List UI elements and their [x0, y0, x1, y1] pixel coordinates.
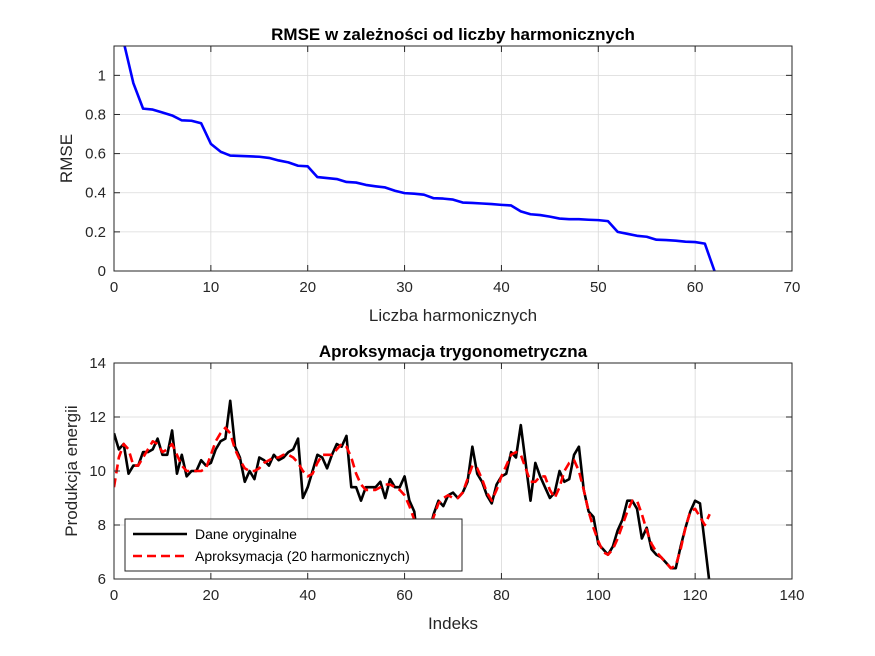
y-tick-label: 0.4 [85, 185, 106, 202]
x-tick-label: 60 [396, 587, 413, 604]
series-group [123, 46, 716, 271]
legend-label-1: Aproksymacja (20 harmonicznych) [195, 548, 410, 564]
x-tick-label: 140 [779, 587, 804, 604]
x-tick-label: 60 [687, 279, 704, 296]
y-tick-label: 0.6 [85, 146, 106, 163]
rmse-chart: 0 10 20 30 40 50 60 70 0 0.2 0.4 0.6 0.8 1 RMSE w zale… [57, 25, 800, 325]
x-tick-label: 20 [299, 279, 316, 296]
y-tick-label: 8 [98, 517, 106, 534]
y-tick-label: 0.2 [85, 224, 106, 241]
y-axis-label: RMSE [57, 134, 76, 183]
approximation-chart: 0 20 40 60 80 100 120 140 6 8 10 12 14 Aproksymacja t… [62, 342, 805, 633]
legend-label-0: Dane oryginalne [195, 526, 297, 542]
y-tick-label: 10 [89, 463, 106, 480]
y-tick-label: 0.8 [85, 106, 106, 123]
y-axis-label: Produkcja energii [62, 405, 81, 536]
legend: Dane oryginalne Aproksymacja (20 harmonic… [124, 518, 463, 572]
x-tick-label: 70 [784, 279, 801, 296]
chart-title: Aproksymacja trygonometryczna [319, 342, 588, 361]
y-tick-label: 6 [98, 571, 106, 588]
axes-frame [113, 45, 793, 272]
x-tick-label: 100 [586, 587, 611, 604]
x-tick-label: 120 [683, 587, 708, 604]
plot-area [114, 46, 792, 271]
series-line-0 [123, 46, 716, 271]
x-tick-label: 40 [299, 587, 316, 604]
legend-box [124, 518, 463, 572]
x-tick-label: 40 [493, 279, 510, 296]
series-line-1 [114, 426, 711, 570]
x-tick-label: 50 [590, 279, 607, 296]
x-tick-label: 10 [203, 279, 220, 296]
x-tick-label: 30 [396, 279, 413, 296]
y-tick-label: 12 [89, 409, 106, 426]
y-tick-label: 14 [89, 355, 106, 372]
x-axis-label: Indeks [428, 614, 478, 633]
x-tick-label: 0 [110, 279, 118, 296]
series-group [114, 399, 711, 579]
x-tick-label: 20 [203, 587, 220, 604]
y-tick-label: 1 [98, 67, 106, 84]
chart-title: RMSE w zależności od liczby harmonicznyc… [271, 25, 635, 44]
x-axis-label: Liczba harmonicznych [369, 306, 537, 325]
x-tick-label: 80 [493, 587, 510, 604]
y-tick-label: 0 [98, 263, 106, 280]
x-tick-label: 0 [110, 587, 118, 604]
